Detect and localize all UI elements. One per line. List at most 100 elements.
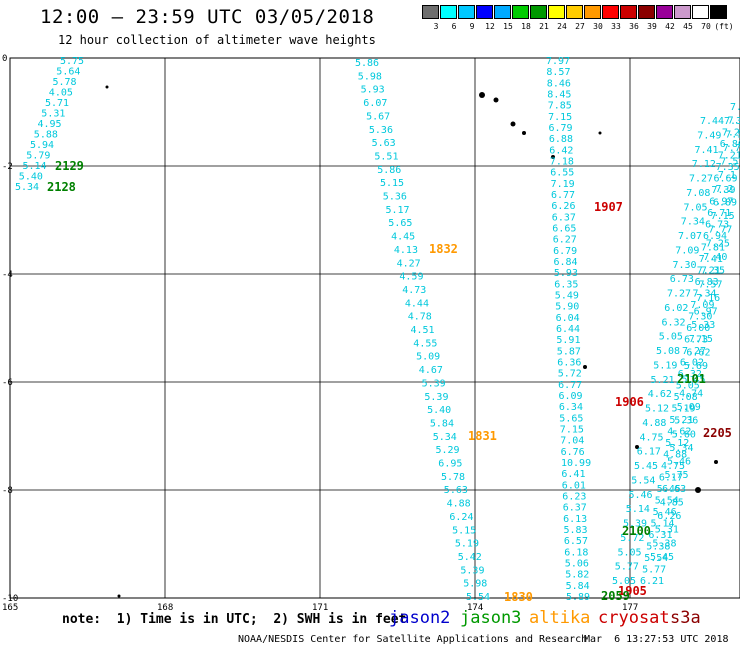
legend-swatch xyxy=(584,5,601,19)
legend-label: 12 xyxy=(485,22,495,31)
wave-value: 6.00 xyxy=(686,323,710,334)
wave-value: 5.45 xyxy=(657,484,681,495)
wave-value: 5.86 xyxy=(355,58,379,69)
wave-value: 7.09 xyxy=(675,245,699,256)
track-label-1830: 1830 xyxy=(504,590,533,604)
island-shape xyxy=(105,85,109,89)
wave-value: 7.15 xyxy=(689,334,713,345)
map-title: 12:00 – 23:59 UTC 03/05/2018 xyxy=(40,6,375,28)
wave-value: 4.62 xyxy=(648,389,672,400)
legend-swatch xyxy=(656,5,673,19)
wave-value: 7.5 xyxy=(725,129,740,140)
lat-lon-grid xyxy=(9,57,740,599)
wave-value: 6.24 xyxy=(449,512,473,523)
track-label-2101: 2101 xyxy=(677,372,706,386)
legend-label: 21 xyxy=(539,22,549,31)
island-shape xyxy=(583,365,587,369)
wave-value: 5.31 xyxy=(41,109,65,120)
wave-value: 6.18 xyxy=(564,547,588,558)
wave-value: 7.7 xyxy=(723,143,740,154)
wave-value: 5.72 xyxy=(620,533,644,544)
wave-value: 5.09 xyxy=(677,402,701,413)
wave-value: 6.95 xyxy=(438,459,462,470)
lon-label: 171 xyxy=(312,603,328,613)
wave-value: 7.27 xyxy=(689,174,713,185)
wave-value: 5.14 xyxy=(23,161,47,172)
wave-value: 5.75 xyxy=(665,470,689,481)
wave-value: 5.46 xyxy=(653,507,677,518)
island-shape xyxy=(598,131,602,135)
wave-value: 4.75 xyxy=(661,461,685,472)
wave-value: 5.06 xyxy=(565,559,589,570)
satellite-jason2: jason2 xyxy=(389,608,451,628)
wave-value: 6.86 xyxy=(720,139,740,150)
wave-value: 5.31 xyxy=(655,525,679,536)
track-label-1907: 1907 xyxy=(594,200,623,214)
wave-value: 5.93 xyxy=(554,268,578,279)
wave-value: 5.34 xyxy=(15,182,39,193)
wave-value: 6.69 xyxy=(714,174,738,185)
wave-value: 7.97 xyxy=(546,56,570,67)
wave-value: 6.65 xyxy=(552,224,576,235)
wave-value: 6.02 xyxy=(664,303,688,314)
wave-value: 5.38 xyxy=(646,542,670,553)
wave-value: 7.08 xyxy=(686,188,710,199)
wave-value: 5.84 xyxy=(566,581,590,592)
wave-value: 5.90 xyxy=(555,302,579,313)
wave-value: 6.34 xyxy=(559,402,583,413)
wave-value: 6.94 xyxy=(703,231,727,242)
wave-value: 6.35 xyxy=(554,279,578,290)
wave-value: 6.97 xyxy=(709,197,733,208)
legend-swatch xyxy=(674,5,691,19)
wave-value: 5.84 xyxy=(430,419,454,430)
island-shape xyxy=(493,97,499,103)
wave-value: 6.13 xyxy=(563,514,587,525)
legend-swatch xyxy=(692,5,709,19)
wave-value: 7.77 xyxy=(708,225,732,236)
wave-value: 5.82 xyxy=(565,570,589,581)
wave-value: 5.87 xyxy=(557,346,581,357)
wave-value: 7.34 xyxy=(681,217,705,228)
wave-value: 6.31 xyxy=(648,530,672,541)
island-shape xyxy=(714,460,718,464)
satellite-jason3: jason3 xyxy=(460,608,522,628)
wave-value: 7.15 xyxy=(548,112,572,123)
wave-value: 5.39 xyxy=(623,519,647,530)
wave-value: 7.05 xyxy=(684,202,708,213)
wave-value: 5.08 xyxy=(656,346,680,357)
wave-value: 5.12 xyxy=(645,404,669,415)
island-shape xyxy=(635,445,639,449)
wave-value: 7.12 xyxy=(692,159,716,170)
wave-value: 5.21 xyxy=(669,415,693,426)
wave-value: 7.04 xyxy=(560,436,584,447)
wave-value: 5.46 xyxy=(629,490,653,501)
wave-value: 5.72 xyxy=(558,369,582,380)
wave-value: 5.05 xyxy=(676,381,700,392)
track-label-2059: 2059 xyxy=(601,589,630,603)
wave-value: 5.60 xyxy=(672,429,696,440)
wave-value: 7.41 xyxy=(699,254,723,265)
wave-value: 5.77 xyxy=(642,565,666,576)
legend-swatch xyxy=(458,5,475,19)
lon-label: 177 xyxy=(622,603,638,613)
wave-value: 5.09 xyxy=(416,352,440,363)
lat-label: -8 xyxy=(2,486,13,496)
lat-label: -4 xyxy=(2,270,13,280)
credit-text: NOAA/NESDIS Center for Satellite Applica… xyxy=(238,634,588,645)
track-time-labels: 2129 2128 1832 1831 1830 1907 1906 1905 2101 2100… xyxy=(47,159,732,604)
wave-value: 7.09 xyxy=(690,300,714,311)
wave-value: 4.75 xyxy=(640,432,664,443)
wave-value: 6.07 xyxy=(363,98,387,109)
map-subtitle: 12 hour collection of altimeter wave hei… xyxy=(58,33,376,47)
wave-value: 7.30 xyxy=(688,312,712,323)
wave-value: 5.83 xyxy=(564,525,588,536)
wave-value: 5.78 xyxy=(441,472,465,483)
wave-value: 5.78 xyxy=(53,77,77,88)
wave-value: 4.88 xyxy=(447,499,471,510)
wave-value: 7.21 xyxy=(697,266,721,277)
legend-swatch xyxy=(440,5,457,19)
wave-value: 4.13 xyxy=(394,245,418,256)
wave-value: 7.35 xyxy=(701,266,725,277)
wave-value: 6.83 xyxy=(695,277,719,288)
